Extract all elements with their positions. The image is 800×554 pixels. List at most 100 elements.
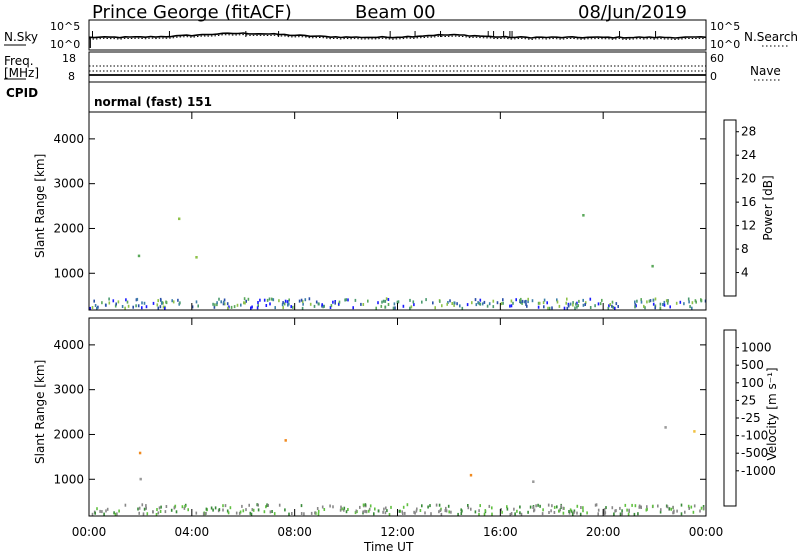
ground-cell	[175, 510, 178, 514]
ground-cell	[582, 298, 584, 302]
ground-cell	[556, 298, 558, 302]
ground-cell	[308, 297, 311, 301]
ground-cell	[421, 300, 423, 304]
x-tick-label: 00:00	[689, 525, 724, 539]
ground-cell	[334, 301, 336, 305]
ground-cell	[584, 303, 586, 306]
ground-cell	[548, 511, 550, 514]
ground-cell	[513, 507, 515, 511]
ground-cell	[290, 305, 292, 309]
ground-cell	[565, 301, 567, 305]
velocity-xlabel: Time UT	[364, 540, 414, 554]
ground-cell	[278, 299, 280, 303]
ground-cell	[425, 298, 427, 302]
ground-cell	[393, 302, 396, 306]
ground-cell	[137, 304, 140, 308]
ground-cell	[644, 306, 646, 310]
ground-cell	[300, 504, 303, 508]
ground-cell	[397, 300, 400, 304]
colorbar-label: 24	[741, 148, 756, 162]
noise-right-tick-top: 10^5	[710, 20, 741, 33]
ground-cell	[660, 508, 662, 512]
ground-cell	[680, 503, 683, 507]
ground-cell	[179, 301, 181, 305]
ground-cell	[535, 504, 537, 508]
ground-cell	[216, 303, 218, 307]
ground-cell	[597, 512, 599, 516]
ground-cell	[665, 299, 668, 303]
ground-cell	[402, 505, 405, 509]
ground-cell	[187, 508, 189, 512]
y-tick-label: 2000	[53, 427, 84, 441]
ground-cell	[519, 505, 521, 509]
ground-cell	[556, 505, 558, 509]
ground-cell	[413, 303, 415, 307]
ground-cell	[541, 512, 544, 516]
ground-cell	[558, 304, 561, 308]
ground-cell	[531, 299, 534, 303]
freq-label: Freq.	[4, 54, 34, 68]
ground-cell	[492, 299, 495, 303]
ground-cell	[409, 298, 411, 302]
ground-cell	[375, 306, 377, 310]
ground-cell	[359, 505, 361, 509]
ground-cell	[360, 302, 362, 306]
ground-cell	[672, 505, 674, 509]
ground-cell	[265, 304, 268, 307]
ground-cell	[471, 301, 473, 305]
ground-cell	[447, 301, 449, 304]
ground-cell	[339, 508, 342, 512]
ground-cell	[233, 305, 236, 309]
ground-cell	[340, 505, 342, 509]
ground-cell	[230, 305, 233, 309]
ground-cell	[220, 300, 222, 304]
ground-cell	[663, 303, 666, 307]
ground-cell	[516, 509, 518, 513]
ground-cell	[270, 297, 273, 301]
cpid-label: CPID	[6, 86, 39, 100]
ground-cell	[662, 303, 664, 306]
ground-cell	[259, 298, 261, 302]
ground-cell	[619, 512, 622, 516]
ground-cell	[125, 298, 127, 302]
ground-cell	[282, 306, 284, 310]
ground-cell	[634, 303, 637, 307]
ground-cell	[427, 505, 429, 509]
ground-cell	[488, 504, 491, 508]
ground-cell	[525, 302, 527, 306]
ground-cell	[138, 506, 141, 510]
colorbar-label: -25	[741, 411, 761, 425]
ground-cell	[341, 507, 343, 511]
ground-cell	[162, 301, 164, 305]
ground-cell	[566, 297, 568, 301]
noise-left-tick-top: 10^5	[50, 20, 81, 33]
ground-cell	[611, 506, 614, 510]
ground-cell	[212, 302, 214, 306]
ground-cell	[142, 512, 145, 516]
ground-cell	[548, 306, 551, 310]
ground-cell	[245, 508, 247, 512]
ground-cell	[195, 300, 198, 304]
ground-cell	[673, 509, 675, 513]
ground-cell	[256, 306, 259, 310]
noise-search-label: N.Search	[744, 30, 799, 44]
ground-cell	[381, 300, 383, 304]
ground-cell	[309, 302, 312, 306]
ground-cell	[301, 300, 304, 304]
ground-cell	[687, 504, 690, 508]
ground-cell	[157, 306, 160, 310]
ground-cell	[323, 508, 326, 511]
ground-cell	[145, 305, 148, 309]
ground-cell	[627, 512, 630, 516]
y-tick-label: 3000	[53, 383, 84, 397]
ground-cell	[515, 298, 517, 302]
ground-cell	[453, 301, 456, 305]
noise-right-tick-bottom: 10^0	[710, 38, 741, 51]
ground-cell	[228, 305, 230, 309]
ground-cell	[693, 504, 696, 508]
y-tick-label: 4000	[53, 132, 84, 146]
ground-cell	[439, 299, 441, 303]
ground-cell	[317, 509, 320, 513]
freq-right-tick-bottom: 0	[710, 70, 717, 83]
scatter-cell	[195, 256, 198, 259]
